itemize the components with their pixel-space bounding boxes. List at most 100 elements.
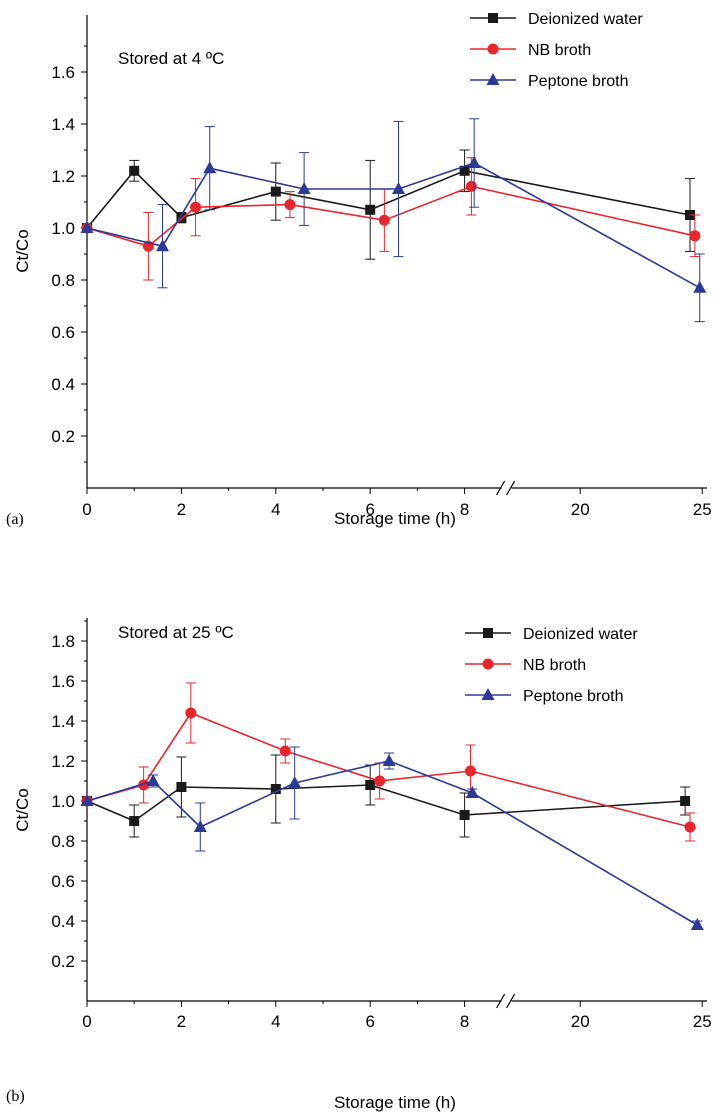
y-axis-title: Ct/Co xyxy=(13,229,32,272)
data-point-square xyxy=(459,810,470,820)
x-tick-label: 4 xyxy=(271,1012,280,1031)
series-deionized-water xyxy=(82,149,695,260)
data-point-circle xyxy=(487,43,499,55)
x-axis-title: Storage time (h) xyxy=(334,1093,456,1112)
legend-label: NB broth xyxy=(528,42,591,59)
y-tick-label: 1.8 xyxy=(51,632,75,651)
data-point-square xyxy=(680,796,691,806)
data-point-triangle xyxy=(693,280,707,293)
series-nb-broth xyxy=(81,157,701,281)
data-point-square xyxy=(129,816,140,826)
data-point-triangle xyxy=(297,182,311,194)
axis-break-mark xyxy=(506,480,516,496)
x-tick-label: 0 xyxy=(82,500,91,519)
legend-label: Deionized water xyxy=(523,626,638,643)
data-point-circle xyxy=(374,775,386,787)
y-tick-label: 0.8 xyxy=(51,832,75,851)
data-point-circle xyxy=(185,707,197,719)
y-tick-label: 0.4 xyxy=(51,912,75,931)
x-tick-label: 20 xyxy=(571,500,590,519)
data-point-circle xyxy=(689,230,701,242)
x-tick-label: 0 xyxy=(82,1012,91,1031)
data-point-square xyxy=(176,782,187,792)
y-tick-label: 0.6 xyxy=(51,872,75,891)
data-point-circle xyxy=(190,201,202,213)
panel-b: 0.2 0.4 0.6 0.8 1.0 1.2 1.4 1.6 1.8 0 2 4 6 8 20 25 Stor… xyxy=(6,618,712,1112)
x-axis-title: Storage time (h) xyxy=(334,509,456,528)
series-line xyxy=(86,162,701,289)
data-point-square xyxy=(365,204,376,215)
x-tick-label: 2 xyxy=(177,500,186,519)
data-point-square xyxy=(488,13,498,23)
legend-label: NB broth xyxy=(523,657,586,674)
data-point-circle xyxy=(279,745,291,757)
legend-item: Peptone broth xyxy=(465,688,624,705)
series-deionized-water xyxy=(82,754,691,838)
data-point-circle xyxy=(378,214,390,226)
y-tick-label: 1.4 xyxy=(51,115,75,134)
y-tick-label: 0.8 xyxy=(51,271,75,290)
x-tick-label: 6 xyxy=(365,1012,374,1031)
data-point-circle xyxy=(465,180,477,192)
data-point-square xyxy=(270,186,281,197)
data-point-triangle xyxy=(382,754,396,766)
y-tick-label: 0.4 xyxy=(51,375,75,394)
data-point-triangle xyxy=(481,688,495,700)
series-line xyxy=(86,712,691,828)
data-point-triangle xyxy=(467,156,481,168)
axis-break-mark xyxy=(496,993,506,1009)
legend-item: NB broth xyxy=(470,42,591,59)
data-point-square xyxy=(129,165,140,176)
chart-annotation: Stored at 25 ºC xyxy=(118,623,234,642)
y-tick-label: 1.0 xyxy=(51,792,75,811)
legend-item: Peptone broth xyxy=(470,73,629,90)
x-tick-label: 25 xyxy=(693,500,712,519)
legend-item: NB broth xyxy=(465,657,586,674)
x-tick-label: 6 xyxy=(365,500,374,519)
data-point-triangle xyxy=(193,820,207,832)
data-point-triangle xyxy=(146,774,160,786)
x-tick-label: 20 xyxy=(571,1012,590,1031)
legend-label: Deionized water xyxy=(528,11,643,28)
data-point-triangle xyxy=(288,776,302,788)
data-point-square xyxy=(270,784,281,794)
panel-label: (a) xyxy=(6,511,24,528)
y-axis-title: Ct/Co xyxy=(13,788,32,831)
legend-label: Peptone broth xyxy=(523,688,624,705)
panel-label: (b) xyxy=(6,1088,25,1105)
x-tick-label: 2 xyxy=(177,1012,186,1031)
data-point-circle xyxy=(464,765,476,777)
y-tick-label: 1.2 xyxy=(51,752,75,771)
series-peptone-broth xyxy=(80,746,704,930)
data-point-circle xyxy=(684,821,696,833)
data-point-triangle xyxy=(203,161,217,174)
data-point-triangle xyxy=(80,221,94,233)
data-point-square xyxy=(365,780,376,790)
y-tick-label: 1.6 xyxy=(51,672,75,691)
axis-break-mark xyxy=(506,993,516,1009)
legend-label: Peptone broth xyxy=(528,73,629,90)
y-tick-label: 0.2 xyxy=(51,952,75,971)
y-tick-label: 1.6 xyxy=(51,63,75,82)
data-point-triangle xyxy=(465,786,479,798)
series-peptone-broth xyxy=(80,118,707,323)
data-point-circle xyxy=(284,199,296,211)
y-tick-label: 1.4 xyxy=(51,712,75,731)
y-tick-label: 0.6 xyxy=(51,323,75,342)
axis-break-mark xyxy=(496,480,506,496)
data-point-triangle xyxy=(486,73,500,85)
data-point-circle xyxy=(482,658,494,670)
y-tick-label: 1.0 xyxy=(51,219,75,238)
data-point-triangle xyxy=(80,794,94,806)
legend-item: Deionized water xyxy=(465,626,638,643)
data-point-square xyxy=(483,628,493,638)
data-point-square xyxy=(459,165,470,176)
x-tick-label: 8 xyxy=(460,1012,469,1031)
data-point-square xyxy=(176,212,187,223)
chart-annotation: Stored at 4 ºC xyxy=(118,49,224,68)
x-tick-label: 4 xyxy=(271,500,280,519)
x-tick-label: 25 xyxy=(693,1012,712,1031)
x-tick-label: 8 xyxy=(460,500,469,519)
data-point-triangle xyxy=(156,239,170,252)
